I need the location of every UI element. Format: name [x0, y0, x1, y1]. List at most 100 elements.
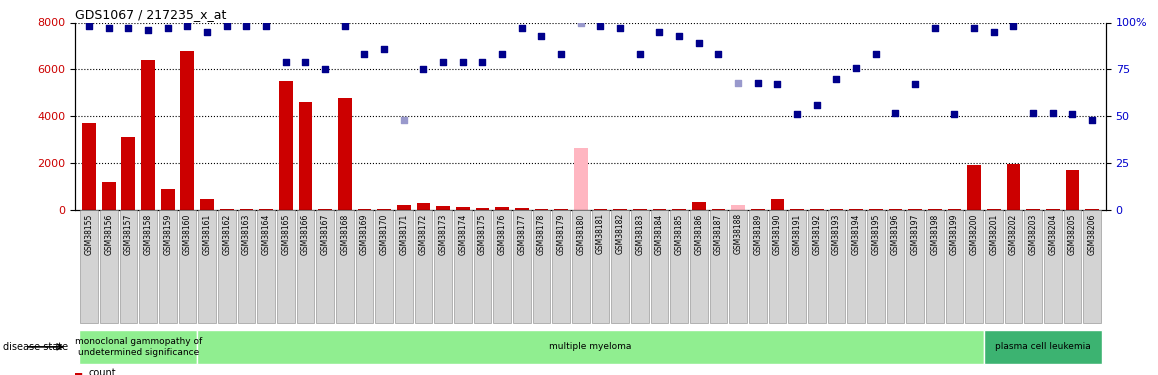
FancyBboxPatch shape: [670, 210, 688, 322]
Point: [945, 111, 963, 117]
FancyBboxPatch shape: [966, 210, 983, 322]
Point: [906, 81, 924, 87]
Point: [237, 23, 256, 29]
Text: GSM38201: GSM38201: [989, 213, 998, 255]
Text: GSM38166: GSM38166: [301, 213, 310, 255]
Bar: [378, 209, 391, 210]
FancyBboxPatch shape: [1043, 210, 1062, 322]
FancyBboxPatch shape: [198, 210, 215, 322]
Text: GSM38195: GSM38195: [871, 213, 880, 255]
Point: [984, 29, 1003, 35]
Text: GSM38156: GSM38156: [104, 213, 113, 255]
Bar: [437, 207, 450, 210]
Text: GSM38160: GSM38160: [183, 213, 192, 255]
FancyBboxPatch shape: [907, 210, 924, 322]
Bar: [259, 209, 273, 210]
FancyBboxPatch shape: [119, 210, 138, 322]
Text: GSM38182: GSM38182: [616, 213, 624, 255]
FancyBboxPatch shape: [808, 210, 826, 322]
Bar: [614, 209, 626, 210]
FancyBboxPatch shape: [197, 330, 984, 364]
FancyBboxPatch shape: [887, 210, 904, 322]
Bar: [299, 102, 313, 210]
Text: plasma cell leukemia: plasma cell leukemia: [995, 342, 1091, 351]
Text: GSM38167: GSM38167: [321, 213, 330, 255]
Bar: [770, 200, 784, 210]
FancyBboxPatch shape: [572, 210, 589, 322]
Bar: [555, 209, 567, 210]
Text: GSM38170: GSM38170: [380, 213, 389, 255]
Point: [119, 25, 138, 31]
FancyBboxPatch shape: [926, 210, 944, 322]
FancyBboxPatch shape: [828, 210, 845, 322]
Text: GSM38196: GSM38196: [891, 213, 900, 255]
Point: [925, 25, 944, 31]
Bar: [633, 209, 646, 210]
Bar: [417, 203, 431, 210]
Text: GSM38191: GSM38191: [792, 213, 801, 255]
Point: [356, 51, 374, 57]
Point: [336, 23, 354, 29]
Point: [689, 40, 708, 46]
FancyBboxPatch shape: [690, 210, 708, 322]
Bar: [1065, 170, 1079, 210]
Bar: [1046, 209, 1060, 210]
FancyBboxPatch shape: [336, 210, 353, 322]
Bar: [200, 200, 214, 210]
Point: [1063, 111, 1082, 117]
Text: GSM38190: GSM38190: [772, 213, 782, 255]
Text: GSM38202: GSM38202: [1009, 213, 1018, 255]
FancyBboxPatch shape: [434, 210, 452, 322]
FancyBboxPatch shape: [867, 210, 885, 322]
Text: GSM38161: GSM38161: [203, 213, 212, 255]
Text: GSM38189: GSM38189: [753, 213, 762, 255]
Text: GSM38162: GSM38162: [222, 213, 232, 255]
Point: [709, 51, 727, 57]
Point: [493, 51, 512, 57]
FancyBboxPatch shape: [474, 210, 491, 322]
Bar: [220, 209, 234, 210]
FancyBboxPatch shape: [848, 210, 865, 322]
Bar: [515, 208, 528, 210]
Point: [178, 23, 197, 29]
FancyBboxPatch shape: [454, 210, 471, 322]
FancyBboxPatch shape: [100, 210, 118, 322]
Text: GSM38187: GSM38187: [714, 213, 723, 255]
Point: [375, 46, 394, 52]
FancyBboxPatch shape: [984, 330, 1102, 364]
Bar: [987, 209, 1001, 210]
FancyBboxPatch shape: [237, 210, 255, 322]
FancyBboxPatch shape: [356, 210, 373, 322]
Text: GSM38192: GSM38192: [812, 213, 821, 255]
FancyBboxPatch shape: [1063, 210, 1082, 322]
FancyBboxPatch shape: [710, 210, 727, 322]
Point: [650, 29, 668, 35]
Bar: [397, 206, 411, 210]
Bar: [122, 137, 135, 210]
Bar: [496, 207, 510, 210]
Point: [886, 110, 904, 116]
Bar: [476, 208, 490, 210]
Bar: [102, 182, 116, 210]
Bar: [1006, 164, 1020, 210]
Text: GSM38193: GSM38193: [831, 213, 841, 255]
Point: [787, 111, 806, 117]
Point: [533, 33, 551, 39]
Point: [807, 102, 826, 108]
Point: [513, 25, 532, 31]
Text: GSM38183: GSM38183: [636, 213, 644, 255]
Text: disease state: disease state: [3, 342, 68, 352]
Bar: [338, 98, 352, 210]
Text: GSM38178: GSM38178: [537, 213, 545, 255]
Point: [572, 20, 591, 26]
Bar: [928, 209, 941, 210]
FancyBboxPatch shape: [513, 210, 530, 322]
Point: [610, 25, 629, 31]
FancyBboxPatch shape: [1083, 210, 1101, 322]
Text: GSM38188: GSM38188: [733, 213, 742, 255]
Point: [768, 81, 786, 87]
FancyBboxPatch shape: [159, 210, 176, 322]
FancyBboxPatch shape: [611, 210, 629, 322]
Point: [382, 258, 401, 264]
Point: [257, 23, 276, 29]
